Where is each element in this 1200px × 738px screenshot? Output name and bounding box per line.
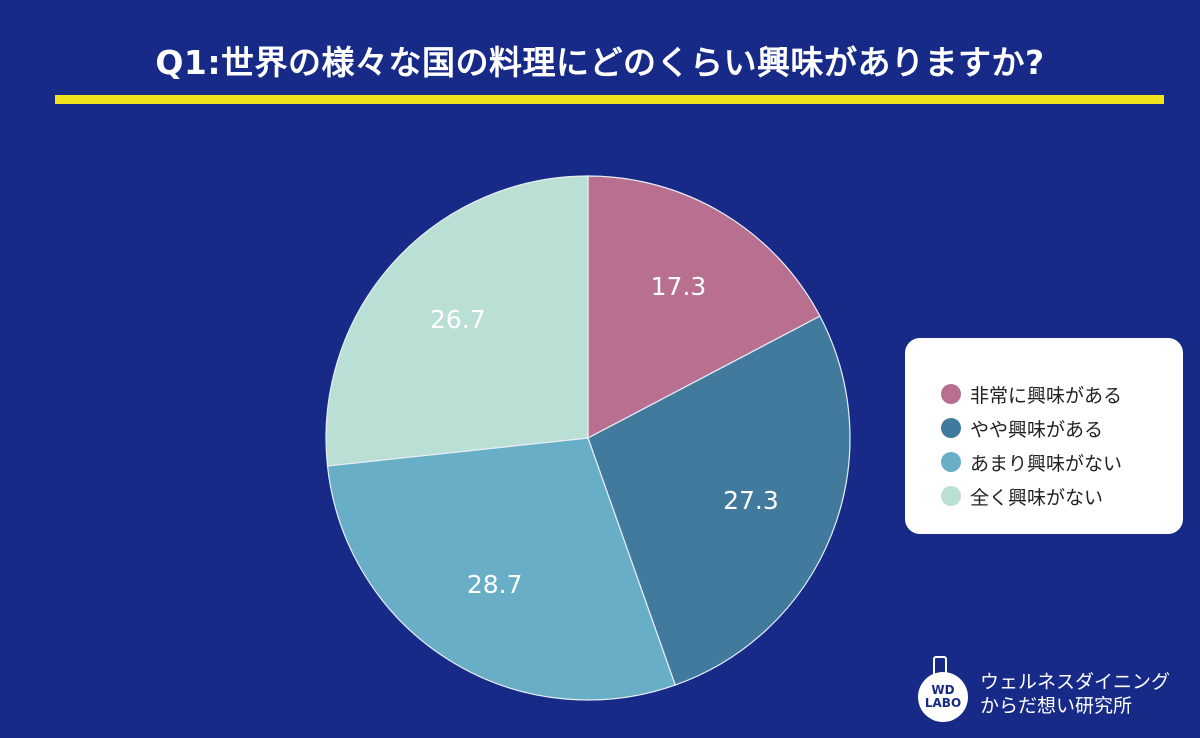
legend-label: やや興味がある (970, 418, 1104, 441)
legend-label: あまり興味がない (970, 452, 1123, 475)
logo-mark-line1: WD (931, 683, 955, 697)
pie-data-labels: 17.3 27.3 28.7 26.7 (430, 272, 779, 599)
pie-slice-very-interested (587, 175, 821, 439)
legend-swatch (941, 452, 961, 472)
title-underline (55, 95, 1164, 104)
legend-swatch (941, 384, 961, 404)
data-label-very-interested: 17.3 (651, 272, 707, 301)
pie-slice-not-interested (325, 175, 589, 467)
legend-swatch (941, 486, 961, 506)
chart-title: Q1:世界の様々な国の料理にどのくらい興味がありますか? (155, 43, 1045, 82)
data-label-not-interested: 26.7 (430, 305, 486, 334)
pie-slice-not-very-interested (326, 437, 676, 701)
legend-item-not-interested: 全く興味がない (941, 479, 1183, 513)
flask-neck (933, 656, 947, 676)
pie-slice-somewhat-interested (587, 315, 851, 686)
legend-label: 全く興味がない (970, 486, 1104, 509)
logo-text-line2: からだ想い研究所 (980, 695, 1133, 717)
pie-slices (325, 175, 851, 701)
data-label-not-very-interested: 28.7 (467, 570, 523, 599)
flask-icon: WD LABO (916, 654, 972, 726)
data-label-somewhat-interested: 27.3 (723, 486, 779, 515)
logo-text: ウェルネスダイニング からだ想い研究所 (980, 670, 1170, 718)
chart-legend: 非常に興味がある やや興味がある あまり興味がない 全く興味がない (905, 338, 1183, 534)
legend-label: 非常に興味がある (970, 384, 1123, 407)
legend-item-somewhat-interested: やや興味がある (941, 411, 1183, 445)
logo-text-line1: ウェルネスダイニング (980, 671, 1171, 693)
logo-mark: WD LABO (918, 672, 968, 722)
legend-swatch (941, 418, 961, 438)
legend-item-not-very-interested: あまり興味がない (941, 445, 1183, 479)
wd-labo-logo: WD LABO ウェルネスダイニング からだ想い研究所 (916, 654, 1186, 726)
legend-item-very-interested: 非常に興味がある (941, 377, 1183, 411)
logo-mark-line2: LABO (924, 696, 962, 710)
